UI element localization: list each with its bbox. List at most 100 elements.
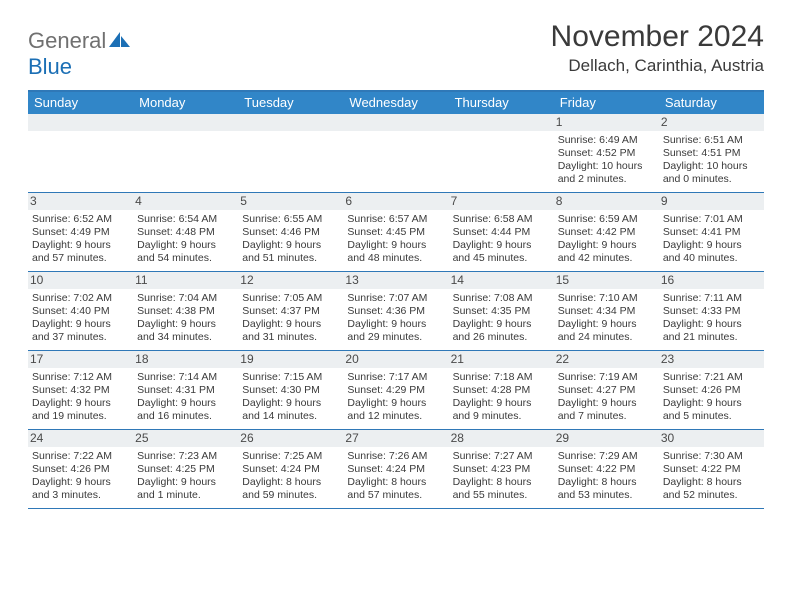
daylight-text: and 16 minutes. bbox=[137, 410, 234, 423]
daylight-text: Daylight: 9 hours bbox=[663, 239, 760, 252]
sunrise-text: Sunrise: 6:55 AM bbox=[242, 213, 339, 226]
weekday-header: Tuesday bbox=[238, 92, 343, 114]
daylight-text: and 55 minutes. bbox=[453, 489, 550, 502]
daylight-text: and 40 minutes. bbox=[663, 252, 760, 265]
sunrise-text: Sunrise: 7:18 AM bbox=[453, 371, 550, 384]
day-number: 14 bbox=[449, 272, 554, 289]
weekday-header-row: Sunday Monday Tuesday Wednesday Thursday… bbox=[28, 92, 764, 114]
day-cell: . bbox=[238, 114, 343, 192]
daylight-text: Daylight: 9 hours bbox=[663, 318, 760, 331]
sunset-text: Sunset: 4:25 PM bbox=[137, 463, 234, 476]
day-number: 6 bbox=[343, 193, 448, 210]
daylight-text: Daylight: 9 hours bbox=[663, 397, 760, 410]
sunset-text: Sunset: 4:52 PM bbox=[558, 147, 655, 160]
sunrise-text: Sunrise: 7:22 AM bbox=[32, 450, 129, 463]
weekday-header: Monday bbox=[133, 92, 238, 114]
day-cell: 13Sunrise: 7:07 AMSunset: 4:36 PMDayligh… bbox=[343, 272, 448, 350]
daylight-text: Daylight: 9 hours bbox=[137, 318, 234, 331]
day-number: 23 bbox=[659, 351, 764, 368]
day-number: . bbox=[343, 114, 448, 131]
sunrise-text: Sunrise: 6:51 AM bbox=[663, 134, 760, 147]
daylight-text: Daylight: 8 hours bbox=[558, 476, 655, 489]
day-cell: 12Sunrise: 7:05 AMSunset: 4:37 PMDayligh… bbox=[238, 272, 343, 350]
sunset-text: Sunset: 4:27 PM bbox=[558, 384, 655, 397]
week-row: 17Sunrise: 7:12 AMSunset: 4:32 PMDayligh… bbox=[28, 351, 764, 430]
day-cell: 18Sunrise: 7:14 AMSunset: 4:31 PMDayligh… bbox=[133, 351, 238, 429]
daylight-text: and 9 minutes. bbox=[453, 410, 550, 423]
day-cell: 4Sunrise: 6:54 AMSunset: 4:48 PMDaylight… bbox=[133, 193, 238, 271]
sunset-text: Sunset: 4:24 PM bbox=[347, 463, 444, 476]
sunrise-text: Sunrise: 6:58 AM bbox=[453, 213, 550, 226]
sunset-text: Sunset: 4:22 PM bbox=[558, 463, 655, 476]
daylight-text: Daylight: 9 hours bbox=[453, 239, 550, 252]
sunrise-text: Sunrise: 7:10 AM bbox=[558, 292, 655, 305]
daylight-text: Daylight: 10 hours bbox=[558, 160, 655, 173]
sunrise-text: Sunrise: 7:30 AM bbox=[663, 450, 760, 463]
daylight-text: Daylight: 9 hours bbox=[137, 239, 234, 252]
day-number: 11 bbox=[133, 272, 238, 289]
sunrise-text: Sunrise: 7:01 AM bbox=[663, 213, 760, 226]
week-row: .....1Sunrise: 6:49 AMSunset: 4:52 PMDay… bbox=[28, 114, 764, 193]
daylight-text: Daylight: 9 hours bbox=[453, 318, 550, 331]
sunrise-text: Sunrise: 7:04 AM bbox=[137, 292, 234, 305]
week-row: 10Sunrise: 7:02 AMSunset: 4:40 PMDayligh… bbox=[28, 272, 764, 351]
daylight-text: and 45 minutes. bbox=[453, 252, 550, 265]
daylight-text: Daylight: 9 hours bbox=[347, 397, 444, 410]
day-cell: . bbox=[343, 114, 448, 192]
sunset-text: Sunset: 4:29 PM bbox=[347, 384, 444, 397]
sunset-text: Sunset: 4:34 PM bbox=[558, 305, 655, 318]
daylight-text: and 51 minutes. bbox=[242, 252, 339, 265]
sunset-text: Sunset: 4:48 PM bbox=[137, 226, 234, 239]
daylight-text: and 3 minutes. bbox=[32, 489, 129, 502]
day-cell: 27Sunrise: 7:26 AMSunset: 4:24 PMDayligh… bbox=[343, 430, 448, 508]
day-number: 27 bbox=[343, 430, 448, 447]
day-number: 8 bbox=[554, 193, 659, 210]
daylight-text: and 29 minutes. bbox=[347, 331, 444, 344]
day-cell: 5Sunrise: 6:55 AMSunset: 4:46 PMDaylight… bbox=[238, 193, 343, 271]
month-title: November 2024 bbox=[551, 20, 764, 54]
day-number: 29 bbox=[554, 430, 659, 447]
daylight-text: and 59 minutes. bbox=[242, 489, 339, 502]
day-number: 25 bbox=[133, 430, 238, 447]
day-cell: 29Sunrise: 7:29 AMSunset: 4:22 PMDayligh… bbox=[554, 430, 659, 508]
daylight-text: and 2 minutes. bbox=[558, 173, 655, 186]
daylight-text: and 19 minutes. bbox=[32, 410, 129, 423]
logo-sail-icon bbox=[109, 28, 131, 54]
sunset-text: Sunset: 4:51 PM bbox=[663, 147, 760, 160]
day-cell: 22Sunrise: 7:19 AMSunset: 4:27 PMDayligh… bbox=[554, 351, 659, 429]
daylight-text: and 37 minutes. bbox=[32, 331, 129, 344]
daylight-text: Daylight: 9 hours bbox=[558, 397, 655, 410]
day-number: . bbox=[238, 114, 343, 131]
sunset-text: Sunset: 4:46 PM bbox=[242, 226, 339, 239]
sunset-text: Sunset: 4:49 PM bbox=[32, 226, 129, 239]
daylight-text: and 42 minutes. bbox=[558, 252, 655, 265]
sunrise-text: Sunrise: 7:26 AM bbox=[347, 450, 444, 463]
day-number: 4 bbox=[133, 193, 238, 210]
sunset-text: Sunset: 4:24 PM bbox=[242, 463, 339, 476]
day-number: 26 bbox=[238, 430, 343, 447]
calendar-page: GeneralBlue November 2024 Dellach, Carin… bbox=[0, 0, 792, 529]
sunrise-text: Sunrise: 7:12 AM bbox=[32, 371, 129, 384]
daylight-text: and 57 minutes. bbox=[32, 252, 129, 265]
sunrise-text: Sunrise: 6:57 AM bbox=[347, 213, 444, 226]
daylight-text: Daylight: 9 hours bbox=[242, 239, 339, 252]
sunrise-text: Sunrise: 7:23 AM bbox=[137, 450, 234, 463]
sunrise-text: Sunrise: 7:05 AM bbox=[242, 292, 339, 305]
daylight-text: Daylight: 9 hours bbox=[347, 318, 444, 331]
daylight-text: and 52 minutes. bbox=[663, 489, 760, 502]
sunrise-text: Sunrise: 7:07 AM bbox=[347, 292, 444, 305]
daylight-text: and 7 minutes. bbox=[558, 410, 655, 423]
daylight-text: Daylight: 9 hours bbox=[137, 397, 234, 410]
day-cell: 10Sunrise: 7:02 AMSunset: 4:40 PMDayligh… bbox=[28, 272, 133, 350]
day-number: 7 bbox=[449, 193, 554, 210]
daylight-text: Daylight: 9 hours bbox=[242, 318, 339, 331]
day-cell: 3Sunrise: 6:52 AMSunset: 4:49 PMDaylight… bbox=[28, 193, 133, 271]
sunset-text: Sunset: 4:35 PM bbox=[453, 305, 550, 318]
calendar-grid: Sunday Monday Tuesday Wednesday Thursday… bbox=[28, 90, 764, 509]
sunrise-text: Sunrise: 7:02 AM bbox=[32, 292, 129, 305]
sunset-text: Sunset: 4:22 PM bbox=[663, 463, 760, 476]
sunrise-text: Sunrise: 7:21 AM bbox=[663, 371, 760, 384]
day-number: 22 bbox=[554, 351, 659, 368]
sunset-text: Sunset: 4:38 PM bbox=[137, 305, 234, 318]
day-number: 12 bbox=[238, 272, 343, 289]
